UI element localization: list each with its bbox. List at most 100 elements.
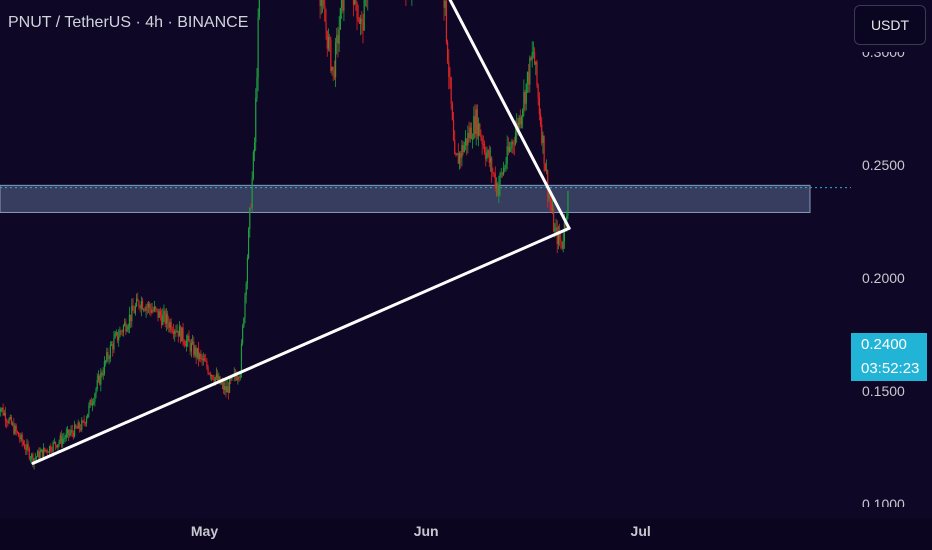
candle-body <box>151 310 153 313</box>
candle-body <box>91 403 94 406</box>
candle-body <box>77 422 79 429</box>
candle-body <box>157 308 159 318</box>
candle-body <box>481 137 483 145</box>
candle-body <box>145 306 147 311</box>
candle-body <box>52 442 54 452</box>
candle-body <box>519 117 521 125</box>
candle-body <box>228 378 231 393</box>
candle-body <box>220 383 222 384</box>
candle-body <box>551 208 554 211</box>
candle-body <box>165 313 167 325</box>
candle-body <box>242 326 244 344</box>
x-tick-label: Jul <box>631 523 651 539</box>
currency-button[interactable]: USDT <box>854 5 926 45</box>
candle-body <box>213 379 215 382</box>
candle-body <box>330 39 332 72</box>
candle-body <box>532 52 534 54</box>
candle-body <box>51 451 53 452</box>
candle-body <box>178 326 181 337</box>
candle-body <box>473 116 475 139</box>
candle-body <box>20 434 22 440</box>
candle-body <box>499 173 501 186</box>
candle-body <box>514 132 517 144</box>
candle-body <box>10 417 13 425</box>
candle-body <box>43 447 45 457</box>
support-zone[interactable] <box>0 184 811 213</box>
candle-body <box>189 341 191 352</box>
candle-body <box>57 444 59 448</box>
candle-body <box>155 306 157 309</box>
candle-body <box>120 330 122 332</box>
candle-body <box>88 405 90 414</box>
candle-body <box>182 327 184 342</box>
candle-body <box>508 147 511 152</box>
candle-body <box>497 183 499 196</box>
candle-body <box>126 329 128 332</box>
candle-body <box>75 424 77 428</box>
candle-body <box>169 321 171 328</box>
candle-body <box>108 358 110 359</box>
candle-body <box>239 373 241 378</box>
candle-body <box>449 76 451 78</box>
candle-body <box>138 301 140 307</box>
candle-body <box>201 356 203 360</box>
lower-trendline[interactable] <box>31 226 571 465</box>
candle-body <box>147 304 150 307</box>
candle-body <box>83 420 85 423</box>
candle-body <box>125 322 127 332</box>
candle-body <box>510 147 512 149</box>
candle-body <box>258 0 260 18</box>
candle-body <box>41 449 44 457</box>
candle-body <box>245 283 247 295</box>
candle-body <box>13 423 15 434</box>
candle-body <box>458 153 461 164</box>
time-axis[interactable] <box>0 518 932 550</box>
candle-body <box>27 444 29 449</box>
candle-body <box>62 438 64 444</box>
candle-body <box>211 375 213 377</box>
candle-body <box>166 313 169 323</box>
candle-body <box>76 427 78 429</box>
candle-body <box>181 327 183 342</box>
candle-body <box>116 332 119 341</box>
chart-title: PNUT / TetherUS · 4h · BINANCE <box>8 14 249 31</box>
candle-body <box>339 8 341 30</box>
candle-body <box>82 420 84 422</box>
candle-body <box>191 341 194 344</box>
candle-body <box>99 375 101 385</box>
upper-trendline[interactable] <box>262 0 571 230</box>
candle-body <box>124 322 126 326</box>
candle-body <box>485 152 487 159</box>
candle-body <box>561 241 563 249</box>
candle-body <box>244 294 246 319</box>
candle-body <box>171 330 173 332</box>
candle-body <box>38 451 40 459</box>
candle-body <box>115 332 117 335</box>
candle-body <box>226 386 228 393</box>
candle-body <box>319 0 321 6</box>
candle-body <box>501 173 504 175</box>
candle-body <box>500 173 502 174</box>
last-price-tag: 0.2400 03:52:23 <box>851 333 927 381</box>
candle-body <box>131 305 133 322</box>
candle-body <box>15 425 17 432</box>
candle-body <box>512 141 514 144</box>
candle-body <box>106 352 108 362</box>
candle-body <box>159 311 162 317</box>
candles <box>0 0 569 470</box>
candle-body <box>469 127 471 139</box>
candle-body <box>247 229 250 259</box>
candle-body <box>206 361 208 368</box>
candle-body <box>443 0 445 8</box>
candle-body <box>28 448 30 459</box>
candle-body <box>325 21 327 31</box>
candle-body <box>545 170 548 171</box>
candle-body <box>29 458 32 459</box>
candle-body <box>256 77 258 99</box>
candle-body <box>65 432 67 438</box>
candle-body <box>343 0 345 11</box>
candle-body <box>196 348 198 358</box>
candle-body <box>119 330 121 337</box>
candle-body <box>535 61 537 65</box>
